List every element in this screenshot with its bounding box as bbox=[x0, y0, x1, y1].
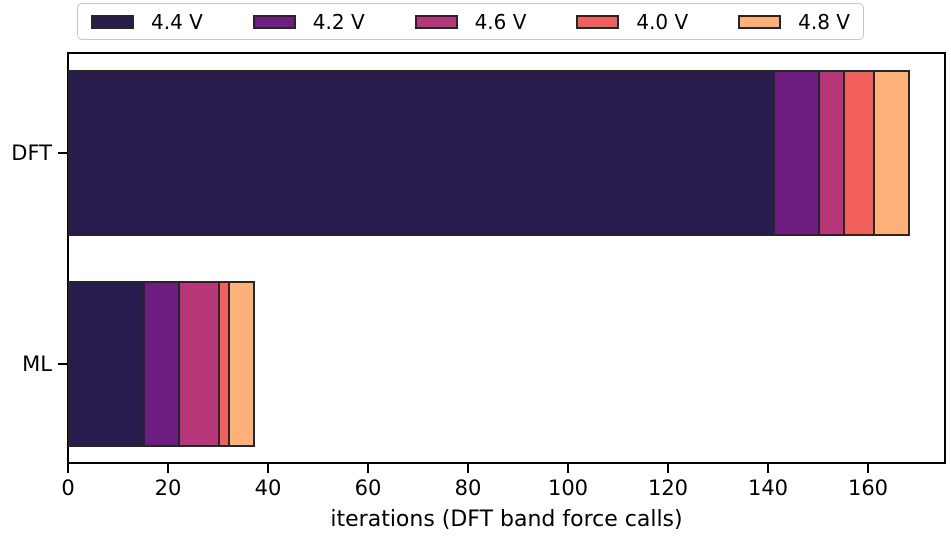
legend-label: 4.0 V bbox=[636, 9, 689, 34]
x-tick-mark-80 bbox=[467, 464, 469, 473]
y-tick-mark-ml bbox=[58, 363, 67, 365]
legend-swatch-4.8v bbox=[738, 14, 782, 29]
x-tick-mark-140 bbox=[767, 464, 769, 473]
x-tick-mark-100 bbox=[567, 464, 569, 473]
x-tick-label-40: 40 bbox=[254, 476, 282, 500]
legend-swatch-4.4v bbox=[91, 14, 134, 29]
legend-item-4.4v: 4.4 V bbox=[91, 12, 203, 32]
legend-item-4.0v: 4.0 V bbox=[576, 12, 688, 32]
x-tick-mark-60 bbox=[367, 464, 369, 473]
y-tick-mark-dft bbox=[58, 152, 67, 154]
legend-swatch-4.6v bbox=[414, 14, 458, 29]
x-tick-mark-40 bbox=[267, 464, 269, 473]
bar-segment-dft-4.4v bbox=[68, 70, 775, 236]
legend-swatch-4.2v bbox=[252, 14, 296, 29]
legend-item-4.6v: 4.6 V bbox=[414, 9, 527, 34]
legend-item-4.2v: 4.2 V bbox=[252, 9, 365, 34]
x-tick-label-140: 140 bbox=[747, 476, 789, 500]
x-tick-mark-20 bbox=[167, 464, 169, 473]
plot-area: DFT ML 0 20 40 60 80 100 120 140 160 bbox=[11, 52, 946, 500]
x-tick-label-60: 60 bbox=[354, 476, 382, 500]
bar-segment-dft-4.6v bbox=[818, 70, 845, 236]
legend: 4.4 V 4.2 V 4.6 V 4.0 V 4.8 V bbox=[77, 3, 864, 40]
x-tick-label-100: 100 bbox=[547, 476, 589, 500]
bar-segment-ml-4.6v bbox=[178, 281, 220, 447]
y-tick-label-ml: ML bbox=[22, 352, 52, 376]
x-tick-mark-160 bbox=[867, 464, 869, 473]
legend-label: 4.8 V bbox=[798, 9, 850, 34]
x-tick-label-0: 0 bbox=[61, 476, 75, 500]
bar-segment-dft-4.2v bbox=[773, 70, 820, 236]
bar-segment-ml-4.8v bbox=[228, 281, 255, 447]
bar-segment-dft-4.8v bbox=[873, 70, 910, 236]
legend-item-4.8v: 4.8 V bbox=[738, 12, 850, 32]
x-tick-label-80: 80 bbox=[454, 476, 482, 500]
legend-label: 4.6 V bbox=[474, 9, 527, 34]
x-axis-label: iterations (DFT band force calls) bbox=[330, 507, 683, 532]
x-tick-label-120: 120 bbox=[647, 476, 689, 500]
legend-label: 4.2 V bbox=[312, 9, 365, 34]
legend-swatch-4.0v bbox=[576, 14, 620, 29]
bar-segment-ml-4.4v bbox=[68, 281, 145, 447]
y-tick-label-dft: DFT bbox=[11, 141, 52, 165]
x-tick-label-160: 160 bbox=[847, 476, 889, 500]
x-tick-label-20: 20 bbox=[154, 476, 182, 500]
bar-segment-dft-4.0v bbox=[843, 70, 875, 236]
x-tick-mark-120 bbox=[667, 464, 669, 473]
x-tick-mark-0 bbox=[67, 464, 69, 473]
legend-label: 4.4 V bbox=[151, 9, 203, 34]
bar-segment-ml-4.2v bbox=[143, 281, 180, 447]
